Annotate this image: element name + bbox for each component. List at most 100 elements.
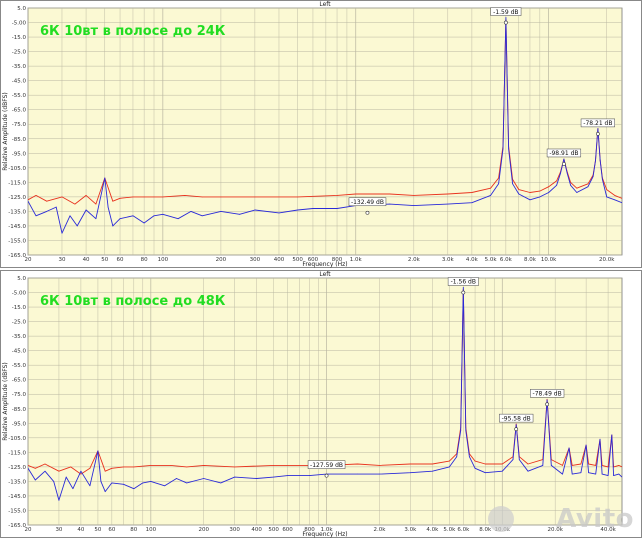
- series-point-red: [621, 197, 622, 199]
- series-point-blue: [559, 173, 561, 175]
- series-point-red: [74, 203, 76, 205]
- series-point-blue: [58, 499, 60, 501]
- x-tick-label: 400: [274, 257, 285, 263]
- x-tick-label: 200: [198, 527, 209, 533]
- series-point-blue: [502, 148, 504, 150]
- annotation-marker: [562, 162, 566, 166]
- series-point-blue: [469, 456, 470, 458]
- y-tick-label: -55.0: [12, 363, 27, 369]
- series-point-blue: [602, 179, 603, 180]
- annotation-label: -1.56 dB: [451, 279, 476, 286]
- x-tick-label: 300: [229, 527, 240, 533]
- series-point-blue: [563, 158, 565, 160]
- series-point-blue: [220, 482, 222, 484]
- series-point-red: [576, 187, 578, 189]
- series-point-red: [484, 463, 486, 465]
- x-tick-label: 800: [304, 527, 315, 533]
- series-point-red: [234, 466, 236, 468]
- series-point-blue: [597, 128, 599, 129]
- series-point-blue: [153, 215, 155, 217]
- series-point-blue: [107, 206, 109, 208]
- series-point-blue: [112, 225, 114, 227]
- x-tick-label: 80: [130, 527, 137, 533]
- series-point-blue: [614, 199, 616, 201]
- series-point-blue: [53, 481, 55, 482]
- series-point-blue: [177, 218, 179, 220]
- series-point-red: [95, 203, 97, 205]
- overlay-title: 6К 10вт в полосе до 24К: [40, 24, 226, 39]
- series-point-red: [357, 463, 358, 465]
- series-point-blue: [234, 476, 236, 478]
- x-tick-label: 1.0k: [350, 257, 363, 263]
- x-tick-label: 500: [292, 257, 303, 263]
- x-tick-label: 40: [83, 257, 90, 263]
- series-point-red: [273, 465, 275, 466]
- series-point-blue: [55, 206, 57, 208]
- y-tick-label: -15.0: [12, 305, 27, 311]
- series-point-blue: [606, 196, 608, 198]
- series-point-red: [595, 465, 597, 466]
- y-tick-label: -145.0: [8, 224, 26, 230]
- y-tick-label: -45.0: [12, 349, 27, 355]
- y-tick-label: -105.0: [8, 166, 26, 172]
- series-point-blue: [542, 465, 544, 466]
- series-point-blue: [585, 444, 587, 446]
- series-point-blue: [65, 476, 67, 478]
- series-point-blue: [133, 488, 135, 490]
- series-point-blue: [570, 184, 572, 186]
- y-tick-label: -135.0: [8, 479, 26, 485]
- y-tick-label: -125.0: [8, 465, 26, 471]
- y-tick-label: -5.00: [12, 21, 27, 27]
- series-point-red: [46, 200, 48, 202]
- series-point-red: [548, 186, 550, 188]
- y-tick-label: 5.0: [17, 6, 26, 12]
- series-point-blue: [562, 473, 563, 475]
- x-axis-label: Frequency (Hz): [302, 531, 347, 538]
- series-line-blue: [28, 287, 622, 501]
- series-point-blue: [150, 481, 152, 482]
- series-point-blue: [527, 470, 529, 472]
- series-point-blue: [595, 160, 596, 161]
- series-point-red: [28, 465, 29, 466]
- series-point-red: [220, 196, 222, 198]
- series-point-blue: [111, 482, 113, 484]
- series-point-blue: [518, 459, 520, 461]
- series-point-red: [58, 470, 60, 472]
- y-tick-label: -35.0: [12, 334, 27, 340]
- series-point-blue: [539, 196, 541, 198]
- series-point-blue: [44, 470, 46, 472]
- series-point-blue: [104, 177, 106, 179]
- series-point-blue: [498, 183, 499, 185]
- series-point-blue: [254, 209, 256, 211]
- series-point-blue: [595, 473, 597, 475]
- series-point-red: [588, 463, 590, 465]
- series-point-red: [447, 193, 449, 195]
- y-tick-label: -25.0: [12, 50, 27, 56]
- series-point-red: [355, 193, 357, 195]
- series-point-blue: [97, 450, 99, 452]
- annotation-marker: [514, 427, 519, 432]
- y-tick-label: -115.0: [8, 180, 26, 186]
- series-point-red: [133, 466, 135, 468]
- series-point-blue: [143, 222, 145, 224]
- series-point-red: [112, 200, 114, 202]
- annotation-box: [499, 413, 534, 423]
- annotation-label: -132.49 dB: [351, 199, 384, 206]
- y-tick-label: -15.0: [12, 35, 27, 41]
- x-tick-label: 4.0k: [426, 527, 439, 533]
- series-point-blue: [104, 491, 106, 492]
- x-tick-label: 30: [58, 257, 65, 263]
- y-tick-label: -145.0: [8, 494, 26, 500]
- x-tick-label: 20: [25, 257, 32, 263]
- annotation-marker: [365, 210, 370, 215]
- annotation-marker: [595, 131, 600, 136]
- series-point-blue: [431, 470, 433, 472]
- series-point-red: [539, 190, 541, 192]
- x-tick-label: 400: [251, 527, 262, 533]
- series-point-blue: [512, 183, 513, 185]
- annotation-label: -1.59 dB: [493, 9, 518, 16]
- y-tick-label: -115.0: [8, 450, 26, 456]
- y-tick-label: -155.0: [8, 508, 26, 514]
- series-point-red: [448, 460, 450, 462]
- series-point-blue: [35, 215, 37, 217]
